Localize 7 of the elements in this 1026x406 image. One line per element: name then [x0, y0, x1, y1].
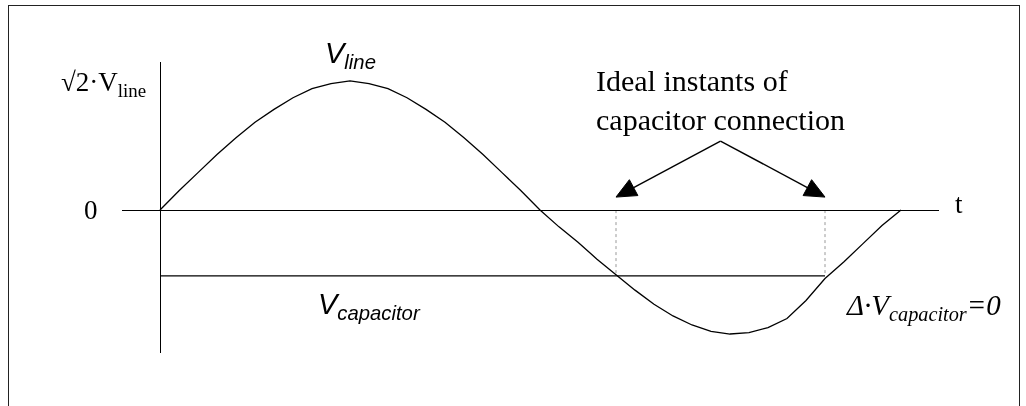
annotation: Δ·V$_{capacitor}$=0: [846, 289, 1002, 327]
text: 0: [84, 195, 98, 225]
annotation: Ideal instants of capacitor connection: [596, 64, 846, 136]
text: √2·V$_{line}$: [61, 67, 147, 101]
x-axis-title: t: [955, 189, 963, 219]
series-label: V$_{line}$: [325, 37, 376, 74]
series-label: V$_{capacitor}$: [318, 288, 421, 325]
